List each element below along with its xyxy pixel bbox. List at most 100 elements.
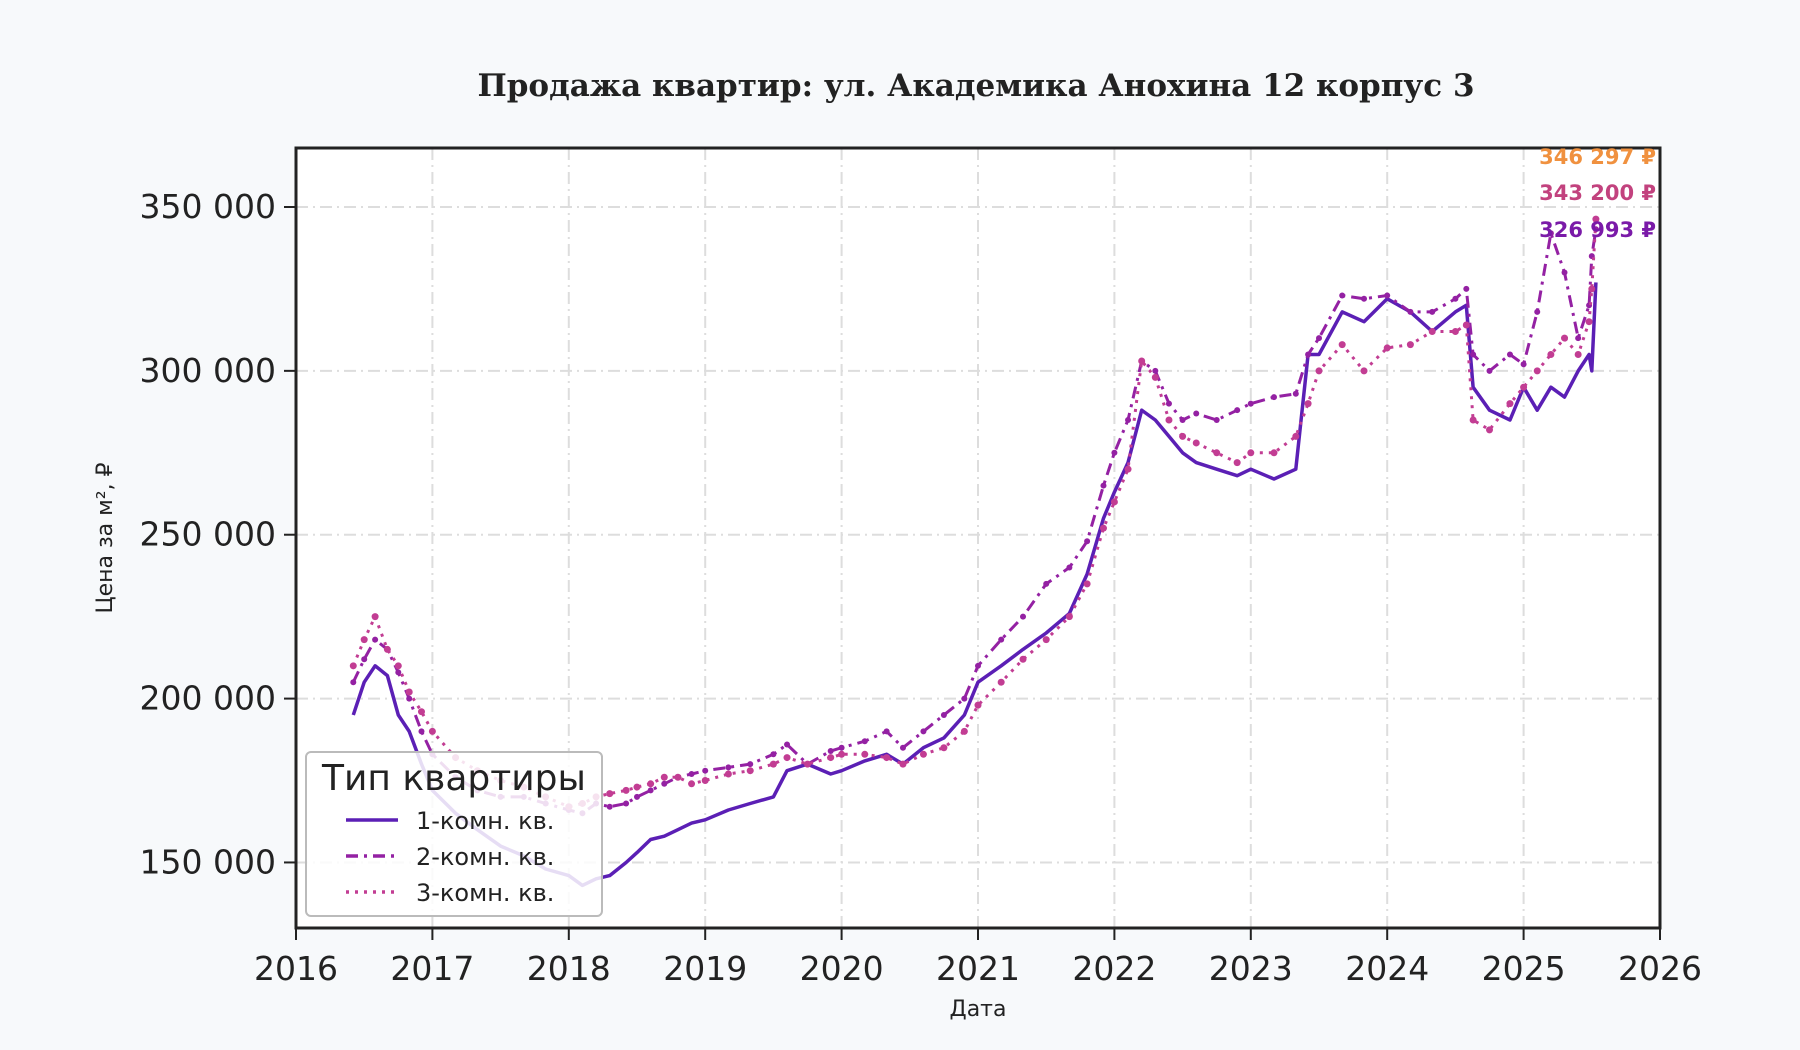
data-point — [998, 636, 1005, 643]
data-point — [702, 767, 709, 774]
data-point — [1179, 417, 1186, 424]
x-tick-label: 2024 — [1345, 949, 1429, 988]
legend-label: 2-комн. кв. — [416, 843, 554, 871]
x-tick-label: 2016 — [254, 949, 338, 988]
x-tick-label: 2018 — [527, 949, 611, 988]
data-point — [1463, 285, 1470, 292]
end-value-label: 343 200 ₽ — [1539, 181, 1656, 205]
data-point — [940, 711, 947, 718]
data-point — [1451, 328, 1459, 336]
data-point — [725, 764, 732, 771]
data-point — [1360, 367, 1368, 375]
data-point — [960, 727, 968, 735]
data-point — [406, 695, 413, 702]
data-point — [997, 678, 1005, 686]
data-point — [688, 770, 695, 777]
legend-label: 3-комн. кв. — [416, 879, 554, 907]
data-point — [647, 787, 654, 794]
data-point — [622, 786, 630, 794]
data-point — [747, 761, 754, 768]
data-point — [1520, 361, 1527, 368]
data-point — [1506, 400, 1514, 408]
data-point — [838, 744, 845, 751]
y-tick-label: 150 000 — [140, 842, 276, 881]
data-point — [1585, 318, 1593, 326]
legend-box — [305, 751, 603, 917]
data-point — [634, 793, 640, 800]
data-point — [1192, 439, 1200, 447]
data-point — [746, 767, 754, 775]
data-point — [350, 679, 357, 686]
data-point — [1233, 459, 1241, 467]
data-point — [394, 662, 402, 670]
x-tick-label: 2023 — [1209, 949, 1293, 988]
data-point — [674, 773, 682, 781]
y-axis-label: Цена за м², ₽ — [93, 462, 118, 613]
data-point — [1084, 538, 1091, 545]
legend-items: 1-комн. кв. 2-комн. кв. 3-комн. кв. — [346, 807, 554, 907]
x-tick-label: 2025 — [1482, 949, 1566, 988]
data-point — [1083, 580, 1091, 588]
y-tick-label: 250 000 — [140, 515, 276, 554]
data-point — [606, 803, 613, 810]
legend-label: 1-комн. кв. — [416, 807, 554, 835]
data-point — [395, 669, 402, 676]
data-point — [1165, 416, 1173, 424]
data-point — [1486, 367, 1493, 374]
data-point — [1339, 292, 1346, 299]
data-point — [1247, 400, 1254, 407]
data-point — [1234, 407, 1241, 414]
data-point — [1574, 350, 1582, 358]
data-point — [804, 760, 811, 768]
legend-title: Тип квартиры — [321, 758, 586, 799]
data-point — [1575, 335, 1582, 342]
data-point — [1292, 390, 1299, 397]
axis-ticks: 2016 2017 2018 2019 2020 2021 2022 2023 2024 2025… — [140, 187, 1702, 988]
data-point — [1065, 613, 1073, 621]
data-point — [1111, 449, 1118, 456]
data-point — [428, 727, 436, 735]
data-point — [660, 773, 668, 781]
end-labels: 326 993 ₽ 343 200 ₽ 346 297 ₽ — [1539, 145, 1656, 242]
x-tick-label: 2021 — [936, 949, 1020, 988]
data-point — [724, 770, 732, 778]
data-point — [1561, 334, 1569, 342]
data-point — [633, 783, 641, 791]
x-tick-label: 2026 — [1618, 949, 1702, 988]
x-tick-label: 2020 — [800, 949, 884, 988]
data-point — [1361, 295, 1368, 302]
data-point — [349, 662, 357, 670]
series-line — [351, 229, 1598, 815]
data-point — [1316, 335, 1322, 342]
data-point — [1384, 292, 1391, 299]
chart-title: Продажа квартир: ул. Академика Анохина 1… — [477, 68, 1474, 104]
data-point — [899, 760, 907, 768]
y-tick-label: 200 000 — [140, 679, 276, 718]
data-point — [784, 741, 791, 748]
data-point — [1193, 410, 1200, 417]
data-point — [1100, 482, 1107, 489]
data-point — [827, 754, 835, 762]
grid — [296, 148, 1660, 928]
data-point — [1588, 285, 1596, 293]
data-point — [1547, 230, 1554, 237]
data-point — [919, 750, 927, 758]
data-point — [1315, 367, 1323, 375]
data-point — [1506, 351, 1513, 358]
x-tick-label: 2017 — [390, 949, 474, 988]
data-point — [1019, 655, 1027, 663]
data-point — [1247, 449, 1255, 457]
data-point — [1305, 351, 1312, 358]
data-point — [1213, 417, 1220, 424]
data-point — [661, 780, 668, 787]
data-point — [961, 695, 968, 702]
data-point — [1534, 308, 1541, 315]
data-point — [1470, 351, 1477, 358]
data-point — [861, 738, 868, 745]
data-point — [920, 728, 927, 735]
data-point — [783, 754, 791, 762]
data-point — [769, 760, 777, 768]
data-point — [1213, 449, 1221, 457]
data-point — [383, 645, 391, 653]
data-point — [1407, 308, 1414, 315]
